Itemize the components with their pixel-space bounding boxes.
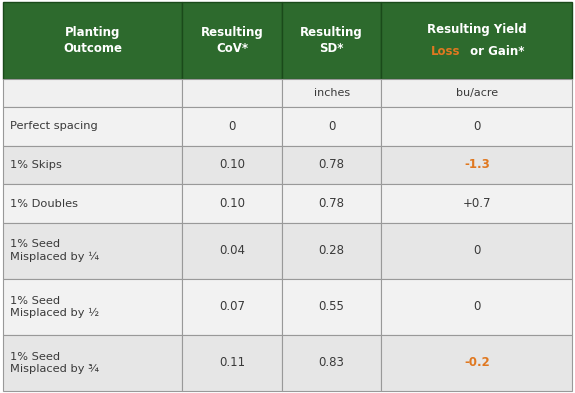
Text: 0.07: 0.07 — [219, 300, 245, 313]
Text: 0.55: 0.55 — [319, 300, 344, 313]
Bar — [282, 107, 381, 146]
Text: 1% Doubles: 1% Doubles — [10, 198, 78, 209]
Bar — [282, 279, 381, 335]
Text: Resulting Yield: Resulting Yield — [427, 23, 527, 36]
Bar — [3, 2, 182, 79]
Bar — [381, 2, 572, 79]
Text: 1% Seed
Misplaced by ¾: 1% Seed Misplaced by ¾ — [10, 352, 99, 374]
Text: -1.3: -1.3 — [464, 158, 490, 171]
Bar — [282, 223, 381, 279]
Bar — [182, 146, 282, 184]
Text: Loss: Loss — [431, 45, 460, 58]
Bar — [282, 2, 381, 79]
Bar — [3, 79, 182, 107]
Bar — [381, 184, 572, 223]
Text: 1% Seed
Misplaced by ¼: 1% Seed Misplaced by ¼ — [10, 239, 99, 262]
Text: or Gain*: or Gain* — [466, 45, 524, 58]
Bar — [3, 279, 182, 335]
Text: Planting
Outcome: Planting Outcome — [63, 26, 122, 55]
Text: Perfect spacing: Perfect spacing — [10, 121, 98, 131]
Bar — [3, 146, 182, 184]
Bar — [3, 107, 182, 146]
Text: 0.28: 0.28 — [319, 244, 344, 257]
Bar — [381, 146, 572, 184]
Bar — [381, 335, 572, 391]
Bar — [282, 146, 381, 184]
Text: 0: 0 — [228, 120, 236, 133]
Bar — [182, 184, 282, 223]
Bar — [3, 335, 182, 391]
Bar — [381, 279, 572, 335]
Text: 1% Seed
Misplaced by ½: 1% Seed Misplaced by ½ — [10, 296, 99, 318]
Text: 0: 0 — [473, 244, 481, 257]
Bar — [282, 79, 381, 107]
Bar — [182, 2, 282, 79]
Text: Resulting
CoV*: Resulting CoV* — [201, 26, 263, 55]
Bar — [182, 107, 282, 146]
Text: 0.78: 0.78 — [319, 197, 344, 210]
Text: 0: 0 — [328, 120, 335, 133]
Bar — [282, 184, 381, 223]
Bar — [3, 223, 182, 279]
Text: 0.10: 0.10 — [219, 197, 245, 210]
Text: 0.04: 0.04 — [219, 244, 245, 257]
Text: 0: 0 — [473, 120, 481, 133]
Text: +0.7: +0.7 — [462, 197, 491, 210]
Bar — [182, 79, 282, 107]
Text: 0.11: 0.11 — [219, 356, 245, 369]
Bar — [381, 107, 572, 146]
Text: inches: inches — [313, 88, 350, 98]
Text: Resulting
SD*: Resulting SD* — [300, 26, 363, 55]
Bar — [182, 223, 282, 279]
Text: 0: 0 — [473, 300, 481, 313]
Text: -0.2: -0.2 — [464, 356, 490, 369]
Text: 1% Skips: 1% Skips — [10, 160, 62, 170]
Bar — [381, 223, 572, 279]
Text: 0.78: 0.78 — [319, 158, 344, 171]
Bar — [182, 335, 282, 391]
Text: bu/acre: bu/acre — [456, 88, 498, 98]
Text: 0.10: 0.10 — [219, 158, 245, 171]
Text: 0.83: 0.83 — [319, 356, 344, 369]
Bar — [182, 279, 282, 335]
Bar — [381, 79, 572, 107]
Bar — [282, 335, 381, 391]
Bar — [3, 184, 182, 223]
